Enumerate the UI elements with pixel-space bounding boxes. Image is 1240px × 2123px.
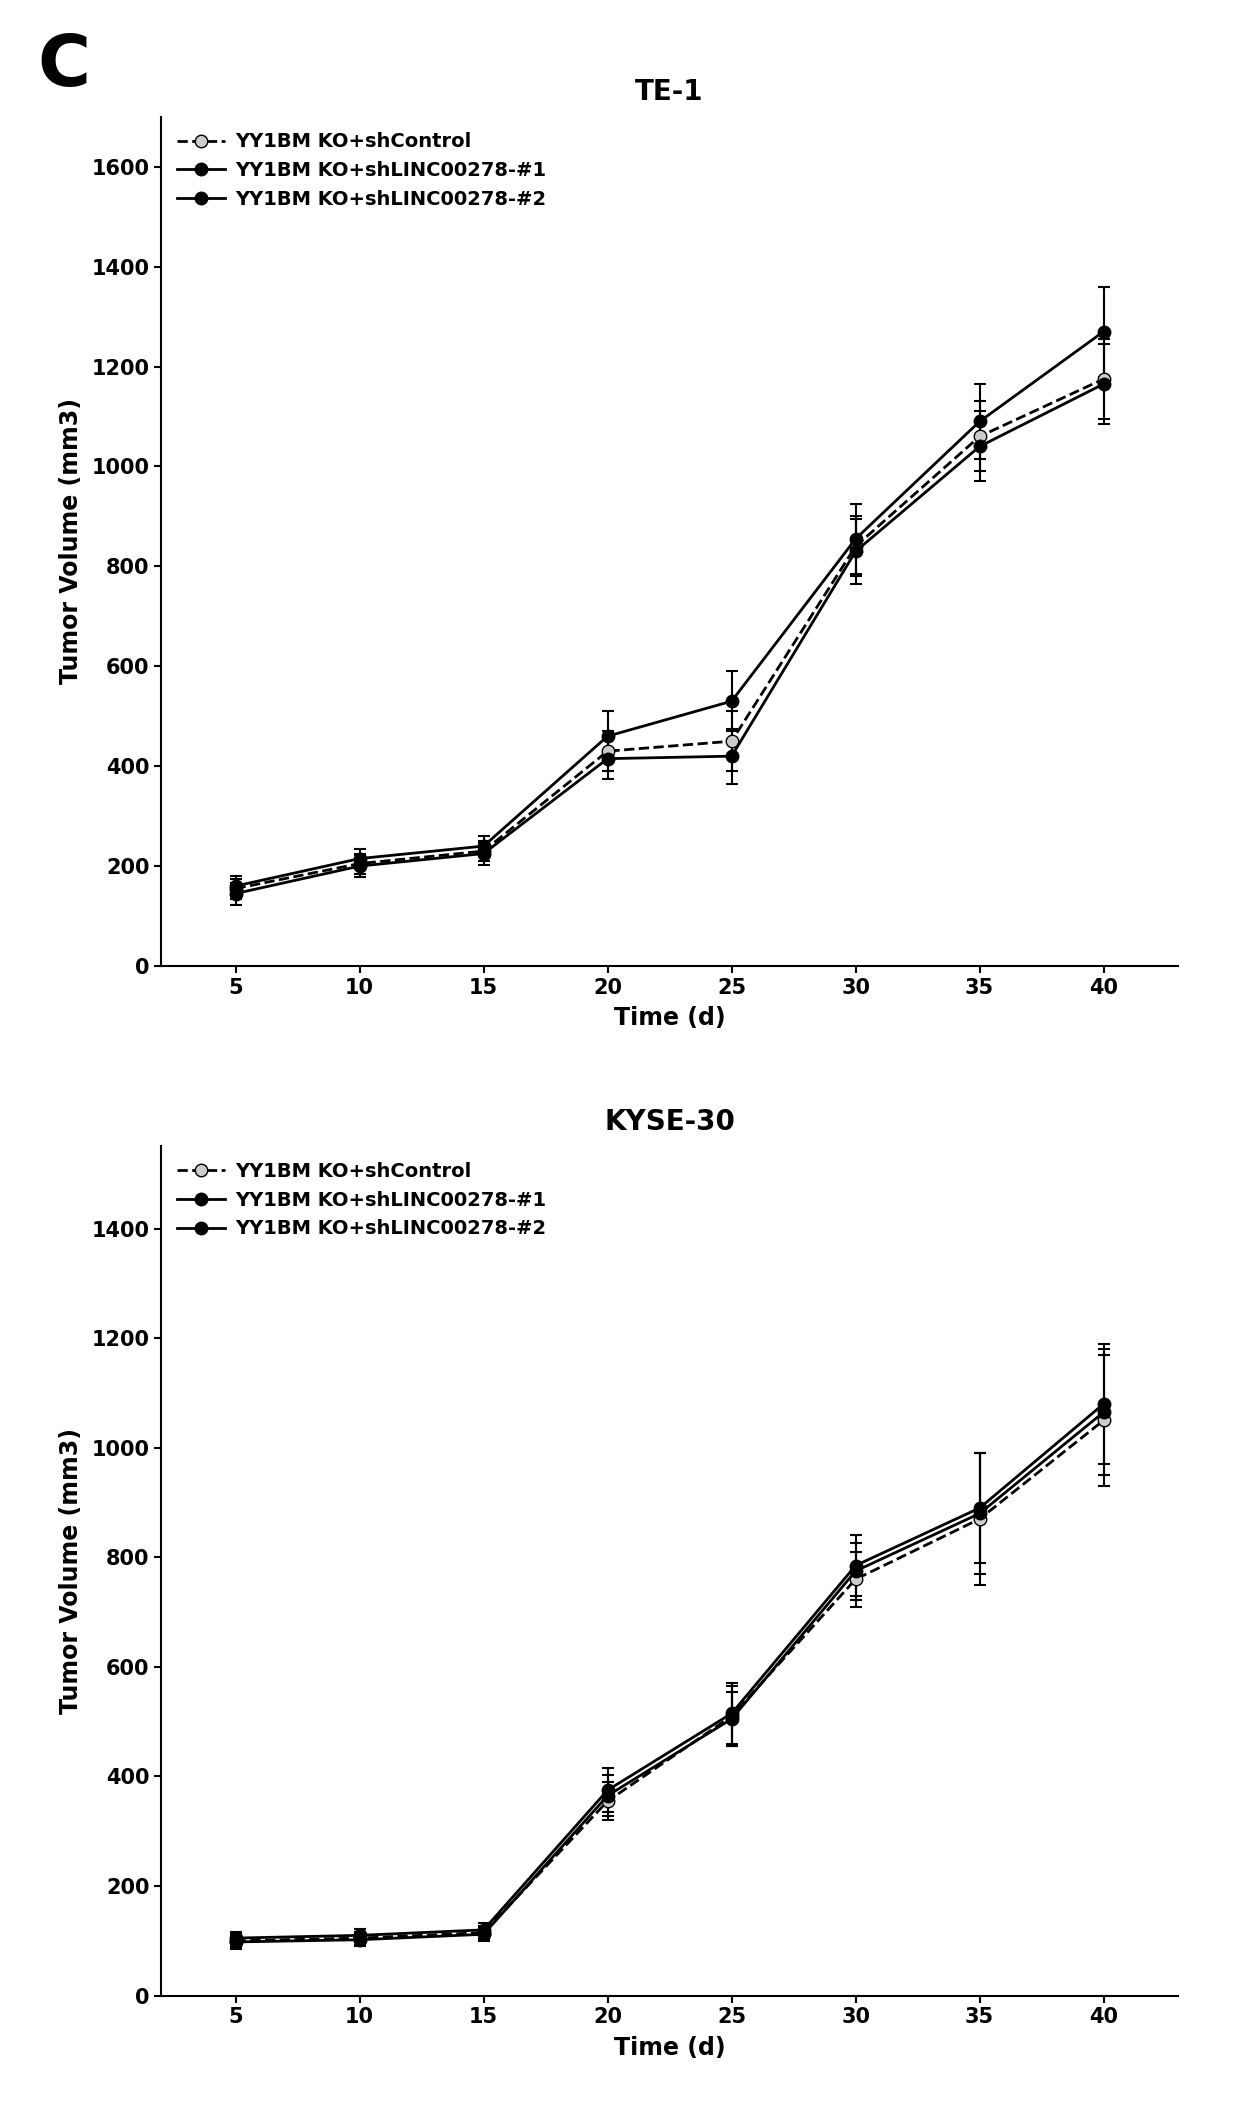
Title: TE-1: TE-1 <box>635 79 704 106</box>
Legend: YY1BM KO+shControl, YY1BM KO+shLINC00278-#1, YY1BM KO+shLINC00278-#2: YY1BM KO+shControl, YY1BM KO+shLINC00278… <box>171 127 552 214</box>
X-axis label: Time (d): Time (d) <box>614 1006 725 1030</box>
X-axis label: Time (d): Time (d) <box>614 2036 725 2059</box>
Y-axis label: Tumor Volume (mm3): Tumor Volume (mm3) <box>60 1429 83 1713</box>
Title: KYSE-30: KYSE-30 <box>604 1108 735 1136</box>
Legend: YY1BM KO+shControl, YY1BM KO+shLINC00278-#1, YY1BM KO+shLINC00278-#2: YY1BM KO+shControl, YY1BM KO+shLINC00278… <box>171 1157 552 1244</box>
Text: C: C <box>37 32 91 102</box>
Y-axis label: Tumor Volume (mm3): Tumor Volume (mm3) <box>60 399 83 684</box>
